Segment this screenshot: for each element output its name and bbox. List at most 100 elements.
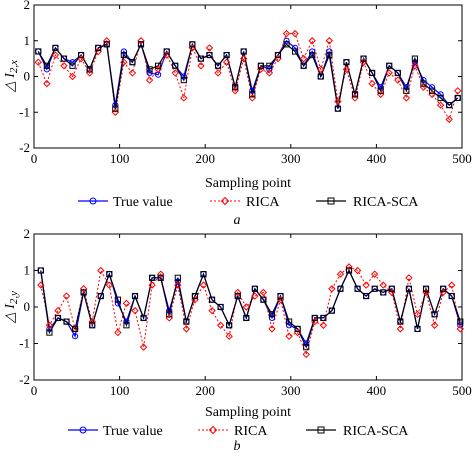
panel-b-series-1-point [302, 350, 310, 359]
panel-a-series-2-point [403, 87, 410, 94]
panel-a-y-tick-label: -2 [19, 140, 30, 155]
panel-b-series-0-point [174, 278, 181, 285]
panel-b-series-1-point [242, 303, 250, 311]
panel-b-series-2-point [191, 292, 199, 300]
legend-circle-marker-icon [79, 426, 87, 434]
panel-b-series-2-point [46, 329, 53, 336]
panel-a-series-1-point [60, 62, 68, 70]
panel-b-series-2-line [40, 269, 461, 349]
panel-b-series-1-point [396, 325, 405, 333]
panel-b-series-1-point [131, 306, 139, 315]
panel-a-x-tick-label: 300 [281, 151, 301, 166]
panel-a-series-2-point [274, 51, 282, 59]
panel-b-series-2-point [371, 285, 378, 292]
panel-a-y-label-main: I [3, 72, 18, 79]
panel-b-series-2-point [354, 285, 361, 292]
panel-b-x-axis-label: Sampling point [205, 405, 291, 420]
panel-b-series-1-point [62, 292, 71, 300]
panel-b-series-1-point [251, 292, 259, 300]
panel-a-series-0-point [146, 69, 153, 77]
panel-a-series-1-point [291, 29, 299, 38]
panel-b-series-1-point [199, 281, 208, 289]
panel-b-series-0-point [303, 340, 310, 347]
panel-b-series-0-point [46, 325, 53, 332]
panel-a-series-2-point [394, 69, 401, 77]
panel-b-y-tick-label: -2 [19, 372, 30, 387]
panel-a-series-2-point [334, 105, 341, 112]
panel-a-series-2-point [112, 105, 119, 112]
panel-b-series-2-point [380, 289, 387, 296]
panel-a-series-1-point [334, 97, 342, 106]
panel-b-series-1-point [114, 328, 122, 337]
panel-b-series-1-point [156, 270, 165, 278]
panel-b-series-1-point [405, 274, 413, 282]
panel-b-series-1-point [122, 299, 131, 308]
panel-b-series-1-point [413, 310, 422, 319]
panel-a-series [37, 33, 459, 121]
panel-b-series-2-point [260, 296, 267, 303]
panel-a-series-2-point [120, 51, 127, 59]
panel-a-x-tick-label: 400 [367, 151, 387, 166]
panel-a-series-1-point [394, 76, 402, 84]
panel-a-legend-rica-sca: RICA-SCA [353, 195, 419, 210]
panel-a-series-2-point [77, 51, 85, 59]
panel-b-series-1-point [54, 306, 62, 315]
panel-a-series-2-point [300, 62, 307, 69]
panel-a-series-2-point [129, 59, 136, 66]
panel-a-series-0-point [112, 102, 119, 109]
panel-a-y-tick-label: 2 [24, 0, 31, 12]
panel-a-series-1-point [51, 51, 60, 59]
panel-b-x-tick-label: 400 [367, 383, 387, 398]
panel-a-series-2-point [103, 41, 110, 48]
panel-a-series-2-point [454, 94, 461, 102]
panel-b-x-tick-label: 300 [281, 383, 301, 398]
panel-a-markers [34, 29, 462, 124]
panel-b-series-2-point [89, 322, 96, 329]
panel-a-series-2-point [223, 51, 230, 59]
panel-a-series-1-point [197, 62, 205, 70]
panel-a-series-1-point [411, 62, 419, 70]
panel-b-series-2-point [243, 314, 250, 322]
panel-a-series-1-point [214, 69, 222, 77]
panel-b-series-2-point [448, 292, 455, 300]
panel-b-series-1-point [259, 288, 268, 297]
panel-b-x-tick-label: 200 [195, 383, 215, 398]
panel-a-series-1-point [120, 58, 128, 66]
panel-a-y-tick-label: 1 [24, 33, 31, 48]
legend-diamond-marker-icon [208, 425, 218, 435]
panel-b-series-2-point [183, 318, 190, 325]
panel-a-series-2-point [257, 62, 264, 69]
panel-b-series-1-point [268, 325, 276, 333]
panel-b-series-0-point [457, 322, 464, 329]
panel-a-series-2-point [206, 51, 213, 59]
panel-a-series-2-point [60, 55, 68, 62]
panel-b-series-2-point [422, 285, 430, 292]
panel-a-series-1-point [171, 69, 179, 77]
panel-a-series-0-point [377, 84, 384, 91]
panel-b-series-1-point [182, 325, 191, 333]
panel-b-label: b [234, 439, 241, 453]
panel-a-series-1-point [43, 79, 51, 88]
panel-b-series-2-point [388, 285, 395, 292]
panel-a-series-2-point [240, 48, 247, 55]
panel-b-series-1-point [174, 281, 182, 289]
panel-b-series-0-point [114, 300, 121, 307]
panel-a: 0 100 200 300 400 500 -2 -1 0 1 2 Sampling point △… [3, 0, 472, 228]
panel-a-series-2-point [343, 59, 350, 66]
panel-b-y-tick-label: 1 [24, 263, 31, 278]
panel-a-series-2-point [69, 62, 76, 69]
panel-a-series-1-point [222, 58, 231, 66]
panel-a-series-2-point [189, 41, 196, 48]
panel-b: 0 100 200 300 400 500 -2 -1 0 1 2 Sampling point △… [3, 226, 472, 453]
panel-b-series-1-point [37, 281, 45, 289]
panel-b-series-1-point [234, 288, 242, 297]
panel-b-series-1-point [79, 285, 88, 293]
panel-b-series-0-point [123, 318, 130, 325]
panel-b-series-1-point [139, 343, 148, 351]
panel-a-series-2-point [35, 48, 42, 55]
panel-b-y-tick-label: 2 [24, 226, 31, 241]
panel-b-series-2-point [80, 289, 87, 296]
panel-b-series-2-point [97, 292, 104, 300]
panel-b-series-1-point [105, 281, 114, 289]
panel-a-series-1-point [436, 101, 445, 109]
